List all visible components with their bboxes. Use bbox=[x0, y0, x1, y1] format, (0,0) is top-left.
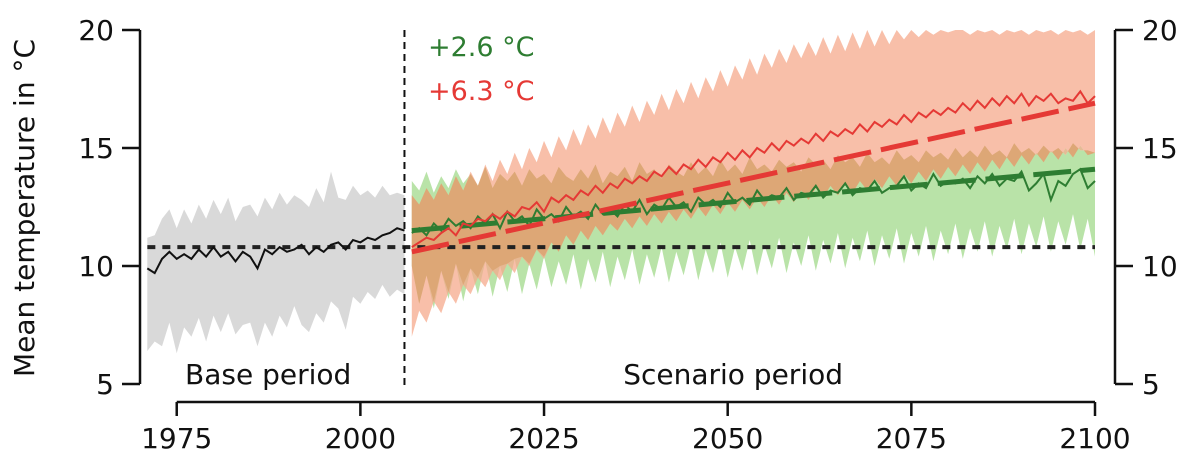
data-lines bbox=[146, 89, 1096, 275]
y-tick-label-left-15: 15 bbox=[78, 132, 114, 165]
axes: 1975 2000 2025 2050 2075 2100 5 5 10 10 15 15 20 20 bbox=[78, 14, 1177, 455]
y-axis-label: Mean temperature in °C bbox=[8, 39, 41, 377]
x-tick-label-1975: 1975 bbox=[141, 422, 212, 455]
base-period-band bbox=[147, 171, 405, 354]
y-tick-label-right-5: 5 bbox=[1142, 368, 1160, 401]
base-period-label: Base period bbox=[185, 358, 351, 391]
base-mean-line bbox=[146, 227, 405, 275]
x-tick-label-2000: 2000 bbox=[325, 422, 396, 455]
x-tick-label-2025: 2025 bbox=[508, 422, 579, 455]
green-trend-line bbox=[411, 166, 1096, 234]
green-increase-annotation: +2.6 °C bbox=[428, 32, 535, 63]
x-tick-label-2050: 2050 bbox=[692, 422, 763, 455]
x-tick-label-2075: 2075 bbox=[876, 422, 947, 455]
scenario-period-label: Scenario period bbox=[623, 358, 843, 391]
y-tick-label-left-5: 5 bbox=[96, 368, 114, 401]
y-tick-label-left-20: 20 bbox=[78, 14, 114, 47]
y-tick-label-right-10: 10 bbox=[1142, 250, 1178, 283]
red-scenario-line bbox=[411, 89, 1096, 248]
band-overlap bbox=[411, 143, 1095, 304]
y-tick-label-right-20: 20 bbox=[1142, 14, 1178, 47]
x-tick-label-2100: 2100 bbox=[1059, 422, 1130, 455]
y-tick-label-left-10: 10 bbox=[78, 250, 114, 283]
red-increase-annotation: +6.3 °C bbox=[428, 76, 535, 107]
uncertainty-bands bbox=[147, 30, 1095, 354]
y-tick-label-right-15: 15 bbox=[1142, 132, 1178, 165]
red-trend-line bbox=[411, 100, 1096, 255]
